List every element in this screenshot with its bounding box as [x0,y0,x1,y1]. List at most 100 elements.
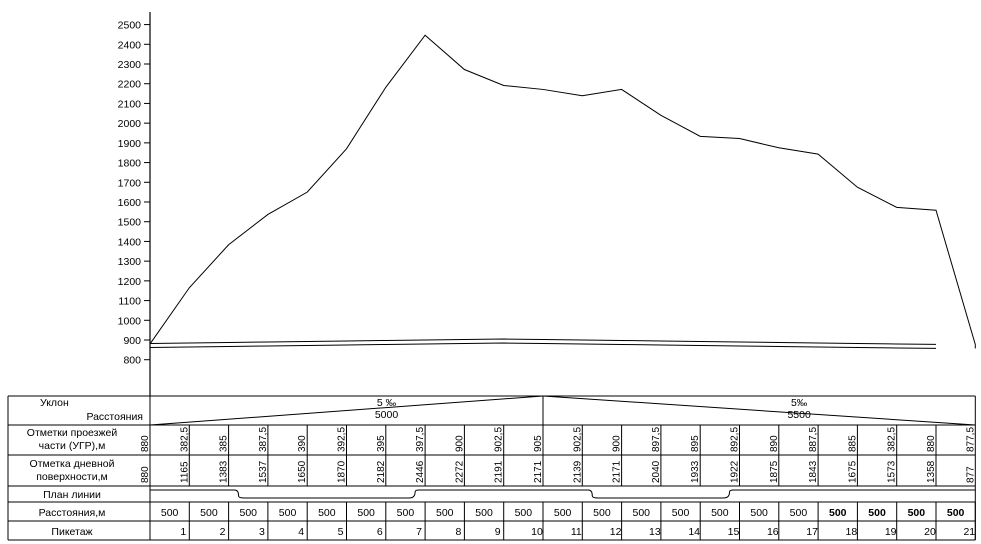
grade-value-label: 902,5 [572,427,583,452]
y-tick-label: 2400 [118,39,142,51]
picket-label: 3 [259,526,265,538]
segment-distance-value: 500 [750,507,768,519]
y-tick-label: 1000 [118,315,142,327]
grade-value-label: 885 [847,435,858,452]
segment-distance-value: 500 [711,507,729,519]
grade-value-label: 395 [376,435,387,452]
plan-header: План линии [43,489,101,501]
y-tick-label: 2000 [118,118,142,130]
ground-value-label: 2139 [572,460,583,483]
slope-right-distance: 5500 [787,409,811,421]
plot-area [149,34,976,349]
picket-label: 17 [806,526,818,538]
grade-value-label: 880 [140,435,151,452]
segment-distance-value: 500 [239,507,257,519]
segment-distance-value: 500 [515,507,533,519]
segment-distance-value: 500 [279,507,297,519]
picket-label: 5 [338,526,344,538]
y-tick-label: 900 [123,335,141,347]
grade-value-label: 887,5 [808,427,819,452]
picket-label: 7 [416,526,422,538]
grade-value-label: 902,5 [494,427,505,452]
grade-header: Отметки проезжей [27,427,118,439]
grade-value-label: 387,5 [258,427,269,452]
y-tick-label: 1100 [118,296,141,308]
grade-value-label: 385 [219,435,230,452]
slope-line-left [149,395,544,426]
picket-label: 10 [531,526,543,538]
grade-header-line2: части (УГР),м [39,440,106,452]
segment-distance-value: 500 [790,507,808,519]
ground-value-label: 2191 [494,460,505,483]
segment-distance-value: 500 [475,507,493,519]
y-tick-label: 1200 [118,276,142,288]
ground-value-label: 1870 [337,460,348,483]
segment-distance-value: 500 [318,507,336,519]
ground-header: Отметка дневной [30,458,115,470]
segment-distance-value: 500 [947,507,965,519]
picket-label: 8 [455,526,461,538]
ground-value-label: 2171 [612,460,623,483]
slope-header: Уклон [40,397,69,409]
grade-value-label: 382,5 [179,427,190,452]
y-tick-label: 1500 [118,217,142,229]
segment-distance-value: 500 [829,507,847,519]
picket-label: 20 [924,526,936,538]
picket-label: 15 [728,526,740,538]
y-tick-label: 1900 [118,138,142,150]
picket-label: 11 [571,526,582,538]
y-tick-label: 1300 [118,256,142,268]
segment-distance-value: 500 [357,507,375,519]
y-tick-label: 1600 [118,197,142,209]
ground-value-label: 1165 [179,461,190,483]
ground-value-label: 2272 [454,460,465,483]
picket-label: 18 [846,526,858,538]
picket-label: 6 [377,526,383,538]
picket-label: 21 [963,526,975,538]
grade-value-label: 900 [454,435,465,452]
y-tick-label: 2300 [118,59,142,71]
y-tick-label: 2500 [118,20,142,32]
ground-value-label: 2040 [651,460,662,483]
segment-distance-value: 500 [554,507,572,519]
y-axis: 800 900 1000 1100 1200 1300 1400 1500 1600 1700 18… [118,12,151,396]
slope-left-value: 5 ‰ [377,397,397,409]
grade-value-label: 390 [297,435,308,452]
segment-distance-value: 500 [397,507,415,519]
slope-left-distance: 5000 [375,409,399,421]
segment-distance-value: 500 [632,507,650,519]
segment-distance-value: 500 [593,507,611,519]
picket-label: 9 [495,526,501,538]
y-tick-label: 1700 [118,177,142,189]
ground-value-label: 1358 [926,460,937,483]
grade-value-label: 897,5 [651,427,662,452]
picket-label: 4 [298,526,304,538]
ground-value-label: 1383 [219,460,230,483]
ground-value-label: 2171 [533,460,544,483]
y-tick-label: 800 [123,355,141,367]
ground-header-line2: поверхности,м [36,471,108,483]
grade-value-label: 880 [926,435,937,452]
y-tick-label: 1800 [118,158,142,170]
ground-value-label: 1650 [297,460,308,483]
y-tick-label: 2200 [118,79,142,91]
grade-value-label: 392,5 [337,427,348,452]
grade-value-label: 877,5 [965,427,976,452]
ground-value-label: 1573 [887,460,898,483]
ground-value-label: 1933 [690,460,701,483]
picket-label: 19 [885,526,897,538]
segment-distance-value: 500 [436,507,454,519]
grade-value-label: 905 [533,435,544,452]
ground-value-label: 1922 [730,460,741,483]
picket-header: Пикетаж [51,526,92,538]
ground-value-label: 877 [965,466,976,483]
segment-distance-header: Расстояния,м [39,507,106,519]
grade-value-label: 890 [769,435,780,452]
segment-distance-value: 500 [908,507,926,519]
ground-value-label: 1843 [808,460,819,483]
grade-value-label: 900 [612,435,623,452]
ground-surface-line [149,34,976,345]
plan-line [150,489,976,499]
